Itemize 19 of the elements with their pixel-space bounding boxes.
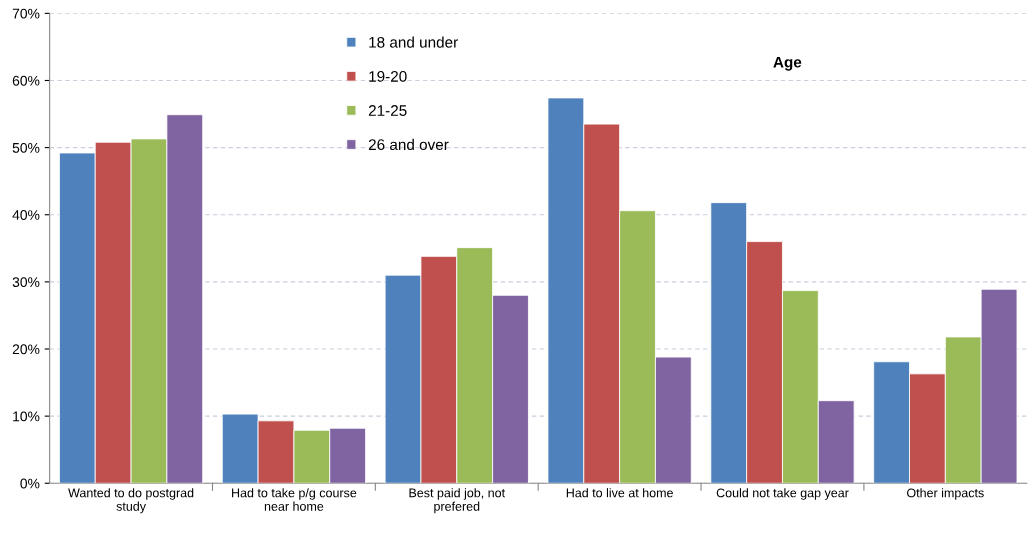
legend-label: 21-25: [368, 105, 407, 116]
x-tick-label: Could not take gap year: [716, 488, 849, 500]
x-tick-label: Had to live at home: [566, 488, 673, 498]
y-tick-label: 20%: [12, 344, 40, 355]
y-tick-label: 0%: [20, 478, 40, 489]
x-tick-label: Had to take p/g course near home: [232, 488, 357, 511]
legend-label: 19-20: [369, 71, 407, 82]
legend-label: 18 and under: [369, 36, 458, 48]
x-tick-label: Other impacts: [907, 488, 984, 500]
y-tick-label: 70%: [12, 8, 40, 19]
x-tick-label: Best paid job, not prefered: [409, 488, 505, 514]
y-tick-label: 40%: [12, 210, 40, 220]
y-tick-label: 50%: [12, 142, 40, 153]
y-tick-label: 10%: [13, 411, 40, 422]
legend-label: 26 and over: [368, 138, 449, 151]
y-tick-label: 30%: [12, 277, 40, 288]
y-tick-label: 60%: [12, 75, 40, 86]
legend-title: Age: [773, 56, 802, 71]
x-tick-label: Wanted to do postgrad study: [68, 488, 194, 514]
